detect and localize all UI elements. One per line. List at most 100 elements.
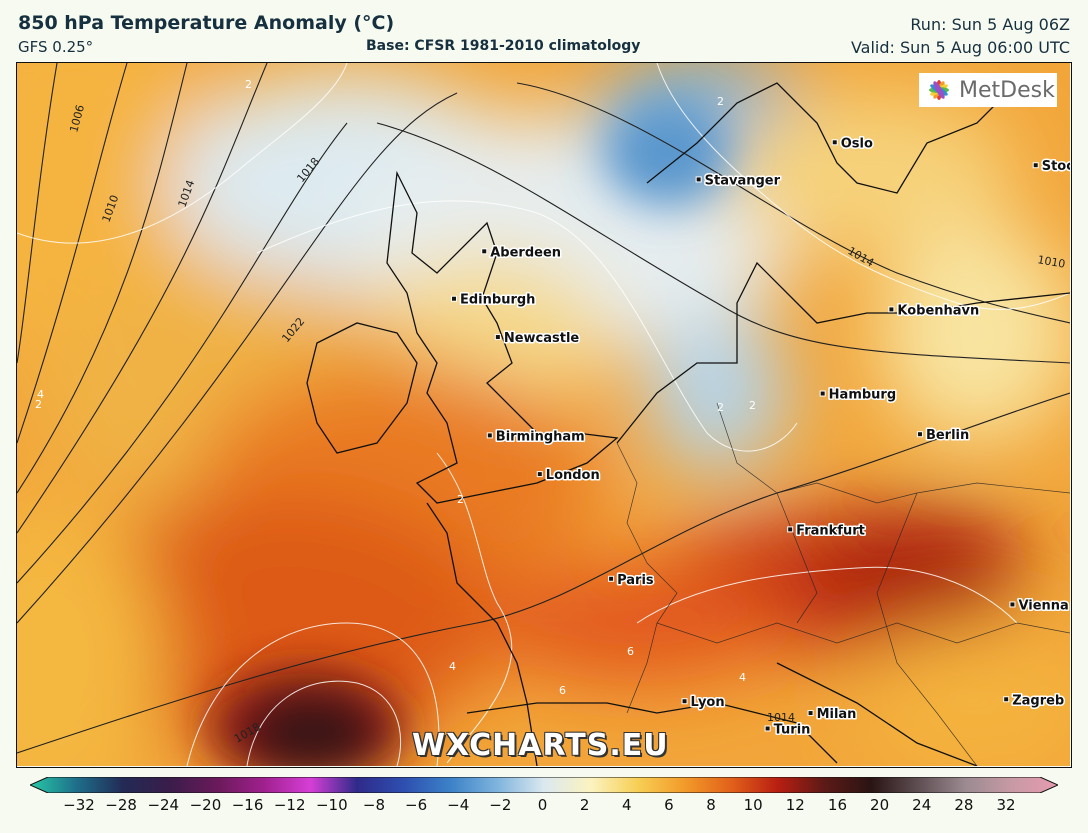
city-dot: [536, 471, 543, 478]
colorbar-tick-label: −10: [315, 796, 348, 814]
colorbar-tick-label: 24: [912, 796, 932, 814]
city-dot: [819, 390, 826, 397]
city-label: Birmingham: [496, 429, 585, 444]
city-label: Edinburgh: [460, 293, 535, 308]
anomaly-label: 2: [35, 398, 42, 411]
city-stavanger: Stavanger: [695, 172, 782, 190]
city-dot: [787, 526, 794, 533]
colorbar-tick-label: −8: [362, 796, 386, 814]
colorbar-tick-label: 6: [664, 796, 674, 814]
city-label: Stavanger: [705, 173, 781, 188]
metdesk-flower-icon: [929, 80, 949, 100]
isobars: [17, 63, 1070, 754]
city-label: Frankfurt: [796, 523, 865, 538]
city-markers: Oslo Stockholm Stavanger Aberdeen Edinburgh K…: [451, 135, 1070, 739]
city-turin: Turin: [764, 721, 812, 739]
colorbar-tick-label: 2: [579, 796, 590, 814]
city-berlin: Berlin: [916, 427, 971, 445]
anomaly-label: 2: [749, 399, 756, 412]
city-vienna: Vienna: [1009, 597, 1070, 615]
city-label: Milan: [817, 707, 857, 722]
colorbar-tick-label: 8: [706, 796, 716, 814]
model-label: GFS 0.25°: [18, 38, 94, 56]
city-label: Stockholm: [1042, 159, 1070, 174]
colorbar-tick-label: 4: [621, 796, 632, 814]
city-dot: [888, 306, 895, 313]
anomaly-label: 2: [717, 401, 724, 414]
city-dot: [1009, 601, 1016, 608]
wxcharts-watermark: WXCHARTS.EU: [412, 728, 669, 763]
city-label: Newcastle: [504, 331, 580, 346]
anomaly-label: 4: [37, 388, 44, 401]
colorbar-tick-label: −28: [105, 796, 137, 814]
metdesk-logo-text: MetDesk: [959, 77, 1055, 103]
colorbar-tick-label: 28: [954, 796, 974, 814]
anomaly-label: 4: [739, 671, 746, 684]
city-label: Berlin: [926, 428, 969, 443]
isobar-label: 1014: [767, 711, 795, 724]
city-birmingham: Birmingham: [486, 428, 586, 446]
city-paris: Paris: [608, 571, 655, 589]
city-frankfurt: Frankfurt: [787, 522, 866, 540]
colorbar-tick-label: −24: [147, 796, 180, 814]
colorbar-tick-label: −6: [405, 796, 428, 814]
anomaly-contours: [17, 63, 1070, 766]
colorbar-tick-label: 10: [743, 796, 763, 814]
city-zagreb: Zagreb: [1003, 692, 1066, 710]
coastlines: [306, 82, 1070, 766]
city-label: Zagreb: [1012, 693, 1064, 708]
colorbar-tick-label: 0: [537, 796, 548, 814]
city-dot: [764, 725, 771, 732]
city-dot: [681, 698, 688, 705]
city-label: Aberdeen: [490, 245, 561, 260]
anomaly-label: 2: [245, 78, 252, 91]
anomaly-label: 6: [627, 645, 634, 658]
colorbar-tick-label: −16: [231, 796, 264, 814]
city-dot: [831, 139, 838, 146]
city-dot: [807, 710, 814, 717]
city-lyon: Lyon: [681, 694, 726, 712]
colorbar-tick-label: 20: [870, 796, 890, 814]
colorbar-tick-label: 12: [785, 796, 805, 814]
colorbar-tick-label: −4: [447, 796, 470, 814]
city-dot: [1032, 162, 1039, 169]
city-aberdeen: Aberdeen: [481, 244, 563, 262]
city-label: Paris: [617, 573, 654, 588]
city-dot: [486, 432, 493, 439]
city-dot: [916, 431, 923, 438]
city-label: Hamburg: [829, 388, 896, 403]
climatology-base: Base: CFSR 1981-2010 climatology: [366, 38, 641, 54]
anomaly-label: 6: [559, 684, 566, 697]
city-kobenhavn: Kobenhavn: [888, 302, 981, 320]
city-dot: [451, 295, 458, 302]
city-dot: [695, 176, 702, 183]
colorbar-tick-label: −20: [189, 796, 222, 814]
colorbar-tick-label: 16: [827, 796, 847, 814]
anomaly-label: 2: [457, 493, 464, 506]
anomaly-label: 2: [717, 95, 724, 108]
city-oslo: Oslo: [831, 135, 874, 153]
city-dot: [608, 575, 615, 582]
city-label: Kobenhavn: [897, 303, 979, 318]
colorbar-tick-label: −32: [63, 796, 95, 814]
city-label: Turin: [774, 722, 811, 737]
city-dot: [481, 248, 488, 255]
city-edinburgh: Edinburgh: [451, 291, 537, 309]
city-newcastle: Newcastle: [494, 330, 581, 348]
city-hamburg: Hamburg: [819, 386, 898, 404]
colorbar: [30, 777, 1058, 793]
city-label: Lyon: [691, 695, 725, 710]
isobar-label: 1010: [1036, 253, 1066, 271]
city-stockholm: Stockholm: [1032, 158, 1070, 176]
colorbar-tick-label: 32: [996, 796, 1016, 814]
colorbar-tick-label: −2: [489, 796, 512, 814]
country-borders: [616, 402, 1070, 766]
colorbar-tick-label: −12: [273, 796, 306, 814]
map-title: 850 hPa Temperature Anomaly (°C): [18, 12, 395, 34]
temperature-field: [17, 63, 1070, 766]
city-label: Oslo: [841, 136, 873, 151]
metdesk-logo: MetDesk: [919, 73, 1057, 107]
